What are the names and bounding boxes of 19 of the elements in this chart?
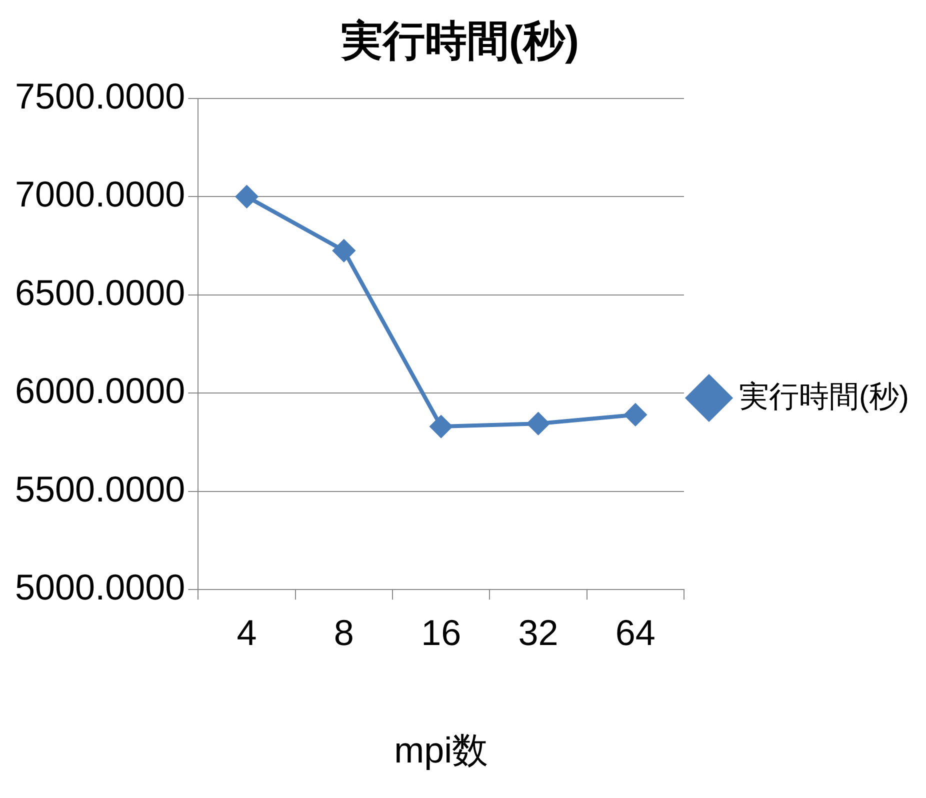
- point: [332, 240, 355, 262]
- x-tick-label: 4: [236, 612, 257, 654]
- y-tick-label: 6000.0000: [14, 370, 186, 412]
- legend-label: 実行時間(秒): [739, 380, 909, 414]
- x-tick-label: 64: [615, 612, 656, 654]
- y-tick-label: 5000.0000: [14, 566, 186, 608]
- x-axis-title: mpi数: [394, 729, 488, 770]
- x-tick-label: 32: [518, 612, 558, 654]
- y-tick-label: 7000.0000: [14, 174, 186, 215]
- y-tick-label: 6500.0000: [14, 272, 186, 313]
- x-tick-label: 16: [421, 612, 462, 654]
- x-tick-label: 8: [334, 612, 354, 654]
- point: [527, 412, 550, 435]
- point: [624, 404, 646, 426]
- y-tick-label: 7500.0000: [14, 75, 186, 116]
- point: [236, 186, 258, 208]
- point: [430, 416, 452, 438]
- y-tick-label: 5500.0000: [14, 468, 186, 510]
- chart-title: 実行時間(秒): [340, 16, 579, 64]
